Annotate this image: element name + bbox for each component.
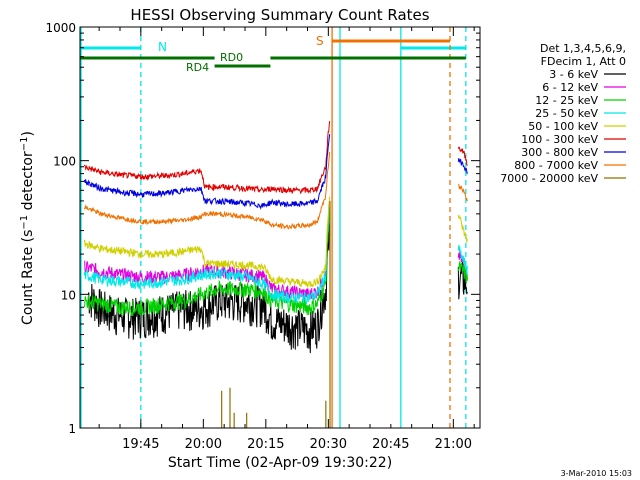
legend-label: 100 - 300 keV [521, 133, 598, 146]
legend: Det 1,3,4,5,6,9,FDecim 1, Att 03 - 6 keV… [500, 42, 626, 185]
x-tick-label: 19:45 [122, 437, 159, 452]
observing-states-layer [80, 27, 467, 428]
y-tick-label: 100 [53, 155, 76, 169]
x-tick-label: 20:30 [310, 437, 347, 452]
legend-label: 800 - 7000 keV [514, 159, 598, 172]
series-line-800-7000keV [83, 152, 331, 230]
x-tick-label: 21:00 [435, 437, 472, 452]
series-line-25-50keV [457, 244, 468, 275]
rd4-label: RD4 [186, 61, 209, 74]
series-line-50-100keV [457, 214, 468, 243]
plot-frame [79, 26, 481, 429]
series-line-12-25keV [83, 210, 331, 317]
series-layer [83, 121, 468, 428]
legend-label: 25 - 50 keV [535, 107, 598, 120]
y-tick-label: 1000 [45, 21, 76, 35]
series-line-3-6keV [457, 261, 468, 300]
legend-header: FDecim 1, Att 0 [541, 55, 626, 68]
series-line-6-12keV [84, 210, 331, 301]
series-line-300-800keV [83, 134, 331, 210]
x-axis-label: Start Time (02-Apr-09 19:30:22) [168, 455, 392, 471]
y-axis-label: Count Rate (s−1 detector−1) [19, 131, 36, 325]
series-line-50-100keV [83, 196, 331, 288]
series-line-12-25keV [457, 261, 468, 284]
saa-label: S [316, 34, 324, 48]
x-tick-label: 20:45 [372, 437, 409, 452]
x-tick-label: 20:15 [247, 437, 284, 452]
series-line-100-300keV [457, 146, 468, 166]
y-tick-label: 10 [61, 288, 76, 302]
series-line-25-50keV [83, 206, 331, 305]
rd0-label: RD0 [220, 51, 243, 64]
series-line-300-800keV [457, 158, 468, 174]
legend-label: 12 - 25 keV [535, 94, 598, 107]
legend-label: 300 - 800 keV [521, 146, 598, 159]
series-line-800-7000keV [458, 183, 468, 202]
series-line-100-300keV [83, 121, 331, 195]
chart-title: HESSI Observing Summary Count Rates [130, 6, 429, 24]
y-tick-label: 1 [68, 422, 76, 436]
timestamp: 3-Mar-2010 15:03 [561, 469, 632, 478]
x-tick-label: 20:00 [185, 437, 222, 452]
legend-label: 6 - 12 keV [542, 81, 598, 94]
legend-header: Det 1,3,4,5,6,9, [540, 42, 626, 55]
axes-layer: 1 10 100 1000 19:45 20:00 20:15 20:30 20:45 21:00 [45, 21, 481, 452]
legend-label: 7000 - 20000 keV [500, 172, 598, 185]
legend-label: 50 - 100 keV [528, 120, 598, 133]
legend-label: 3 - 6 keV [549, 68, 598, 81]
night-label: N [158, 40, 167, 54]
